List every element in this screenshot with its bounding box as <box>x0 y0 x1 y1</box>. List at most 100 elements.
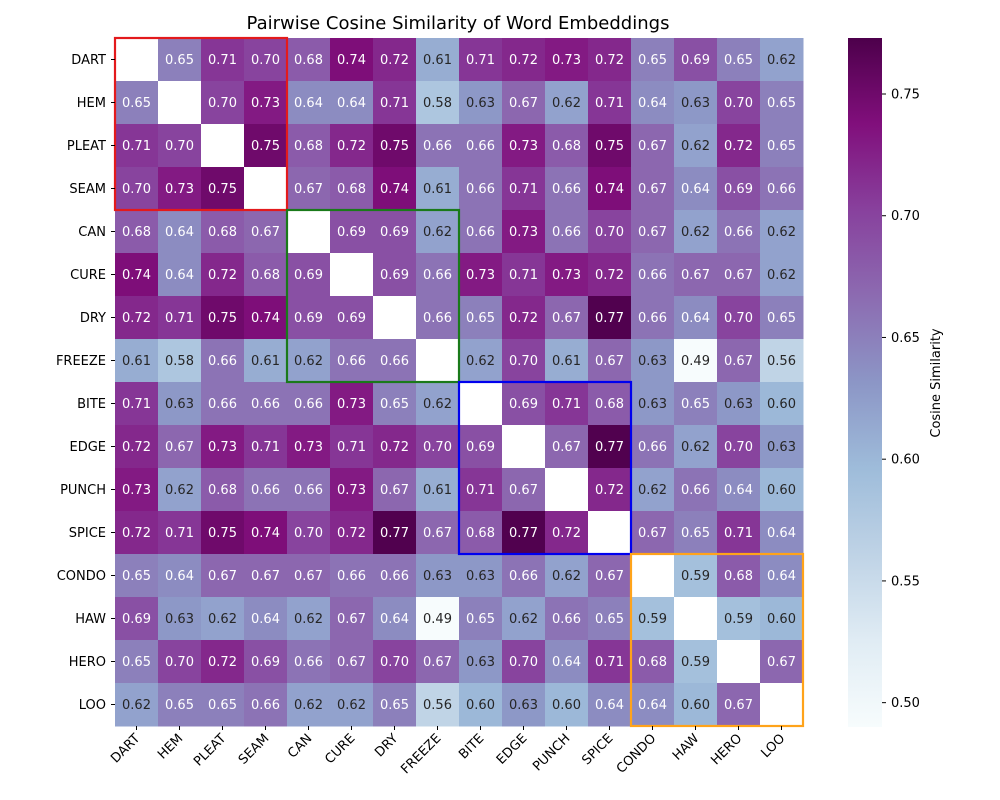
heatmap-cell <box>459 597 503 641</box>
heatmap-cell <box>244 296 288 340</box>
colorbar-tick-label: 0.55 <box>891 574 920 589</box>
heatmap-cell <box>330 554 374 598</box>
heatmap-cell <box>502 597 546 641</box>
x-tick-label: CAN <box>285 731 315 761</box>
heatmap-cell <box>502 38 546 82</box>
group-box <box>629 552 805 728</box>
heatmap-cell <box>760 511 804 555</box>
cell-value-label: 0.62 <box>767 268 796 283</box>
cell-value-label: 0.77 <box>595 440 624 455</box>
heatmap-cell <box>158 683 202 727</box>
cell-value-label: 0.67 <box>509 483 538 498</box>
heatmap-cell <box>244 468 288 512</box>
heatmap-cell <box>760 468 804 512</box>
cell-value-label: 0.67 <box>767 655 796 670</box>
heatmap-cell <box>287 683 331 727</box>
heatmap-cell <box>760 640 804 684</box>
cell-value-label: 0.64 <box>380 612 409 627</box>
cell-value-label: 0.66 <box>380 569 409 584</box>
cell-value-label: 0.56 <box>767 354 796 369</box>
heatmap-cell <box>373 597 417 641</box>
cell-value-label: 0.49 <box>681 354 710 369</box>
cell-value-label: 0.65 <box>767 139 796 154</box>
heatmap-cell <box>201 511 245 555</box>
heatmap-cell <box>115 210 159 254</box>
heatmap-cell <box>674 683 718 727</box>
x-tick-label: EDGE <box>494 731 530 767</box>
cell-value-label: 0.66 <box>251 483 280 498</box>
heatmap-cell <box>631 124 675 168</box>
heatmap-cell <box>244 640 288 684</box>
cell-value-label: 0.63 <box>466 96 495 111</box>
cell-value-label: 0.62 <box>423 397 452 412</box>
heatmap-cell <box>588 597 632 641</box>
cell-value-label: 0.70 <box>208 96 237 111</box>
cell-value-label: 0.70 <box>509 655 538 670</box>
cell-value-label: 0.62 <box>337 698 366 713</box>
cell-value-label: 0.62 <box>767 53 796 68</box>
heatmap-cell <box>330 124 374 168</box>
cell-value-label: 0.63 <box>681 96 710 111</box>
cell-value-label: 0.61 <box>423 483 452 498</box>
heatmap-cell <box>631 640 675 684</box>
cell-value-label: 0.72 <box>122 526 151 541</box>
x-tick-label: HAW <box>670 731 702 763</box>
y-tick-label: HEM <box>77 96 106 111</box>
cell-value-label: 0.65 <box>767 96 796 111</box>
cell-value-label: 0.65 <box>165 53 194 68</box>
cell-value-label: 0.72 <box>595 483 624 498</box>
cell-value-label: 0.66 <box>294 483 323 498</box>
cell-value-label: 0.60 <box>681 698 710 713</box>
cell-value-label: 0.64 <box>165 268 194 283</box>
heatmap-cell <box>158 597 202 641</box>
cell-value-label: 0.70 <box>724 440 753 455</box>
cell-value-label: 0.69 <box>509 397 538 412</box>
heatmap-cell <box>115 640 159 684</box>
cell-value-label: 0.72 <box>208 268 237 283</box>
cell-value-label: 0.64 <box>595 698 624 713</box>
heatmap-cell <box>287 339 331 383</box>
cell-value-label: 0.64 <box>165 569 194 584</box>
heatmap-cell <box>201 554 245 598</box>
heatmap-cell <box>674 38 718 82</box>
heatmap-cell <box>416 425 460 469</box>
cell-value-label: 0.68 <box>638 655 667 670</box>
cell-value-label: 0.66 <box>724 225 753 240</box>
cell-value-label: 0.69 <box>380 225 409 240</box>
y-tick-labels: DART HEM PLEAT SEAM CAN CURE DRY FREEZE BITE EDGE… <box>56 53 115 713</box>
cell-value-label: 0.71 <box>552 397 581 412</box>
heatmap-cell <box>416 468 460 512</box>
cell-value-label: 0.67 <box>638 225 667 240</box>
cell-value-label: 0.63 <box>724 397 753 412</box>
heatmap-cell <box>115 81 159 125</box>
y-tick-label: DART <box>71 53 106 68</box>
cell-value-label: 0.65 <box>122 569 151 584</box>
heatmap-cell-empty <box>201 124 244 167</box>
cell-value-label: 0.73 <box>294 440 323 455</box>
heatmap-cell <box>717 339 761 383</box>
heatmap-cell <box>588 683 632 727</box>
cell-value-label: 0.60 <box>767 612 796 627</box>
cell-value-label: 0.67 <box>423 655 452 670</box>
heatmap-cell <box>674 640 718 684</box>
heatmap-cell <box>502 339 546 383</box>
heatmap-cell <box>115 683 159 727</box>
heatmap-cell <box>545 124 589 168</box>
cell-value-label: 0.67 <box>509 96 538 111</box>
heatmap-cell <box>201 38 245 82</box>
y-tick-label: CURE <box>70 268 106 283</box>
cell-value-label: 0.71 <box>165 526 194 541</box>
heatmap-cell <box>244 81 288 125</box>
heatmap-cell <box>416 167 460 211</box>
colorbar-tick-label: 0.65 <box>891 331 920 346</box>
heatmap-cell-empty <box>588 511 631 554</box>
cell-value-label: 0.74 <box>122 268 151 283</box>
heatmap-cell <box>287 468 331 512</box>
group-box <box>113 36 289 212</box>
cell-value-label: 0.72 <box>595 268 624 283</box>
heatmap-cell <box>158 38 202 82</box>
cell-value-label: 0.61 <box>423 53 452 68</box>
heatmap-cell <box>244 38 288 82</box>
heatmap-cell <box>631 167 675 211</box>
heatmap-cell <box>330 296 374 340</box>
